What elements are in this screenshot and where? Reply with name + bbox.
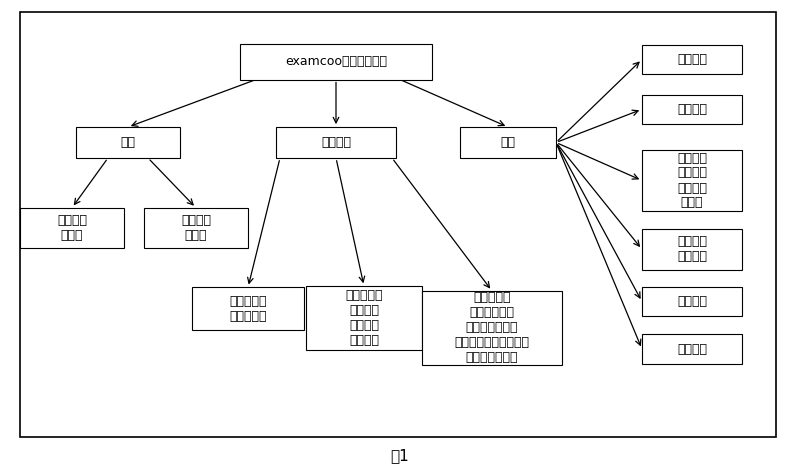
Bar	[642, 150, 742, 211]
Bar	[422, 291, 562, 365]
Bar	[144, 208, 248, 248]
Text: 课堂组织: 课堂组织	[321, 136, 351, 149]
Text: 学习反馈：
课堂内展示、
作业答案参考、
交流区优秀作业展示、
交流区互助答疑: 学习反馈： 课堂内展示、 作业答案参考、 交流区优秀作业展示、 交流区互助答疑	[454, 291, 530, 364]
Text: 图1: 图1	[390, 448, 410, 464]
Bar	[460, 127, 556, 158]
Bar	[642, 229, 742, 270]
Text: 班级管理: 班级管理	[677, 53, 707, 66]
Text: 作业管理: 作业管理	[677, 103, 707, 116]
Bar	[642, 45, 742, 74]
Bar	[306, 286, 422, 351]
Text: examcoo教学平台模型: examcoo教学平台模型	[285, 55, 387, 68]
Bar	[642, 95, 742, 124]
Bar	[20, 12, 776, 437]
Text: 试卷管理: 试卷管理	[677, 295, 707, 308]
Bar	[642, 287, 742, 316]
Text: 成员课堂
表现管理: 成员课堂 表现管理	[677, 236, 707, 263]
Text: 成绩管理: 成绩管理	[677, 342, 707, 356]
Bar	[76, 127, 180, 158]
Text: 学习任务
流程化: 学习任务 流程化	[57, 214, 87, 242]
Text: 教师: 教师	[501, 136, 515, 149]
Bar	[20, 208, 124, 248]
Text: 问题训练
可视化: 问题训练 可视化	[181, 214, 211, 242]
Bar	[240, 44, 432, 79]
Text: 学生: 学生	[121, 136, 135, 149]
Text: 在线批改
主观题、
客观题系
统评分: 在线批改 主观题、 客观题系 统评分	[677, 152, 707, 209]
Bar	[642, 334, 742, 364]
Bar	[192, 287, 304, 330]
Text: 问题导向：
自测练习
电子作业
随堂测试: 问题导向： 自测练习 电子作业 随堂测试	[346, 289, 382, 347]
Bar	[276, 127, 396, 158]
Text: 课堂素材：
课件、视频: 课堂素材： 课件、视频	[230, 295, 266, 323]
